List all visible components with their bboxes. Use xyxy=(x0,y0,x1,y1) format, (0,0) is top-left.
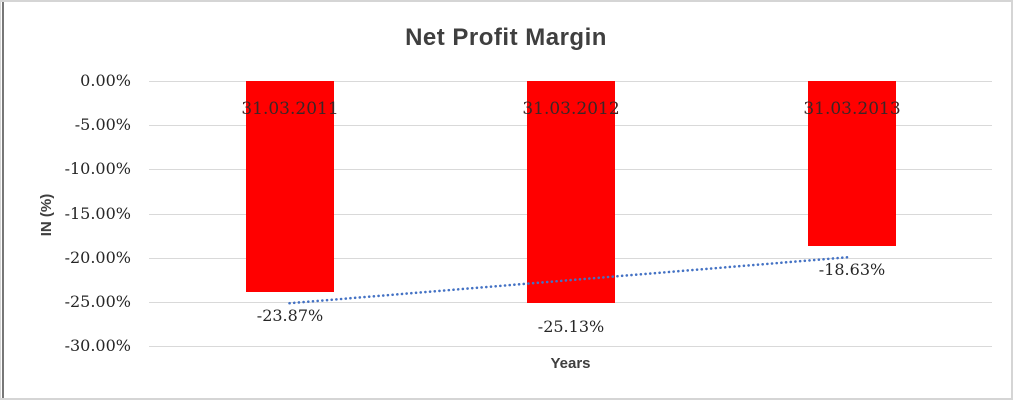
left-border-accent xyxy=(2,2,4,398)
bar-31.03.2013 xyxy=(808,81,896,246)
bar-value-label: -25.13% xyxy=(537,317,605,336)
y-tick-label: -20.00% xyxy=(64,248,131,267)
y-tick-label: 0.00% xyxy=(80,71,131,90)
bar-value-label: -23.87% xyxy=(256,306,324,325)
gridline xyxy=(149,346,992,347)
bar-category-label: 31.03.2013 xyxy=(803,99,901,119)
bar-value-label: -18.63% xyxy=(818,260,886,279)
y-tick-label: -25.00% xyxy=(64,292,131,311)
y-tick-label: -10.00% xyxy=(64,159,131,178)
y-tick-label: -5.00% xyxy=(74,115,131,134)
bar-category-label: 31.03.2011 xyxy=(241,99,339,119)
y-tick-label: -15.00% xyxy=(64,204,131,223)
bar-category-label: 31.03.2012 xyxy=(522,99,620,119)
y-tick-label: -30.00% xyxy=(64,336,131,355)
chart-title: Net Profit Margin xyxy=(405,24,607,51)
x-axis-title: Years xyxy=(550,355,591,372)
